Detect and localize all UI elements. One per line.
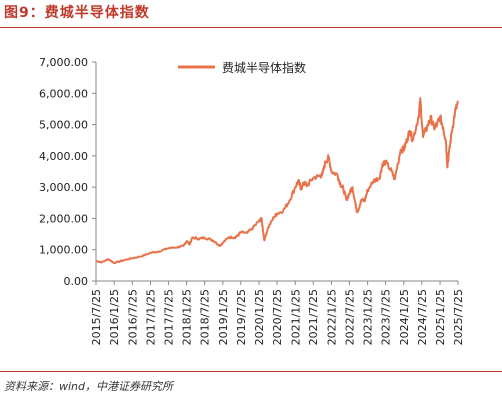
line-chart: 0.00 1,000.00 2,000.00 3,000.00 4,000.00 5,00… (39, 56, 465, 345)
x-tick-label: 2025/7/25 (452, 289, 465, 345)
figure-title: 图9：费城半导体指数 (4, 3, 150, 23)
figure-label: 图9： (4, 5, 45, 21)
source-divider (0, 371, 502, 372)
y-tick-label: 7,000.00 (39, 56, 88, 69)
x-tick-label: 2020/1/25 (253, 289, 266, 345)
chart-area: 0.00 1,000.00 2,000.00 3,000.00 4,000.00 5,00… (0, 32, 502, 368)
x-tick-label: 2023/7/25 (380, 289, 393, 345)
x-tick-label: 2016/1/25 (108, 289, 121, 345)
y-tick-label: 4,000.00 (39, 150, 88, 163)
x-tick-label: 2018/1/25 (181, 289, 194, 345)
x-tick-label: 2021/1/25 (289, 289, 302, 345)
x-tick-label: 2018/7/25 (199, 289, 212, 345)
y-tick-label: 6,000.00 (39, 87, 88, 100)
x-tick-label: 2025/1/25 (434, 289, 447, 345)
x-tick-label: 2015/7/25 (90, 289, 103, 345)
x-tick-label: 2024/7/25 (416, 289, 429, 345)
x-tick-label: 2020/7/25 (271, 289, 284, 345)
series-line (95, 97, 459, 265)
legend-label: 费城半导体指数 (222, 60, 306, 75)
x-tick-label: 2019/1/25 (217, 289, 230, 345)
x-tick-label: 2022/1/25 (325, 289, 338, 345)
x-tick-label: 2019/7/25 (235, 289, 248, 345)
y-tick-label: 5,000.00 (39, 119, 88, 132)
figure-title-text: 费城半导体指数 (44, 5, 150, 21)
x-tick-label: 2024/1/25 (398, 289, 411, 345)
y-tick-label: 2,000.00 (39, 212, 88, 225)
source-note: 资料来源：wind，中港证券研究所 (4, 380, 174, 393)
y-tick-label: 3,000.00 (39, 181, 88, 194)
x-tick-label: 2017/1/25 (145, 289, 158, 345)
y-tick-label: 0.00 (64, 275, 89, 288)
x-tick-label: 2022/7/25 (343, 289, 356, 345)
x-tick-label: 2017/7/25 (162, 289, 175, 345)
x-tick-label: 2021/7/25 (307, 289, 320, 345)
x-tick-label: 2016/7/25 (126, 289, 139, 345)
x-tick-label: 2023/1/25 (362, 289, 375, 345)
y-tick-label: 1,000.00 (39, 244, 88, 257)
title-divider (0, 27, 502, 28)
